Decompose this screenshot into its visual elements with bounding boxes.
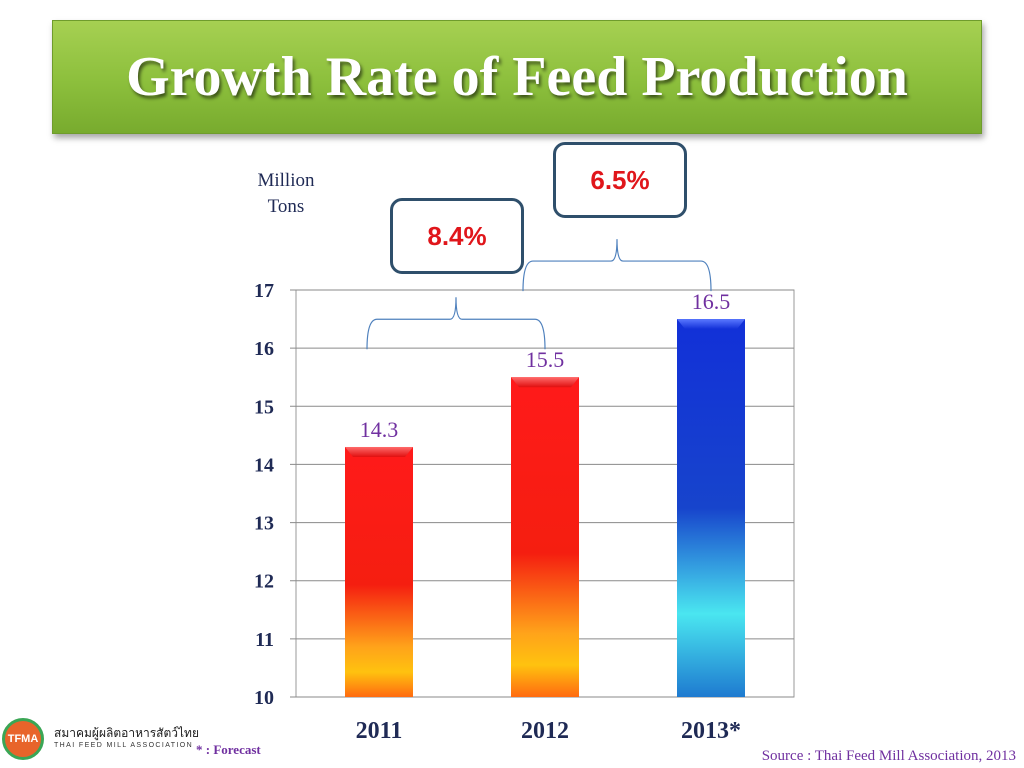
data-label: 14.3 <box>360 417 399 442</box>
y-tick-label: 16 <box>254 338 274 360</box>
forecast-footnote: * : Forecast <box>196 742 261 757</box>
x-category-label: 2012 <box>521 718 569 744</box>
tfma-logo-icon: TFMA <box>2 718 44 760</box>
y-tick-label: 11 <box>255 629 274 651</box>
bar-cap <box>345 446 413 457</box>
x-category-label: 2013* <box>681 718 741 744</box>
logo-thai-name: สมาคมผู้ผลิตอาหารสัตว์ไทย <box>54 726 199 740</box>
bar-2011 <box>345 446 413 697</box>
bar-cap <box>677 319 745 330</box>
data-label: 15.5 <box>526 347 565 372</box>
y-tick-label: 13 <box>254 513 274 535</box>
growth-rate-box-2011-2012: 8.4% <box>390 198 524 274</box>
growth-rate-box-2012-2013: 6.5% <box>553 142 687 218</box>
bar-2013 <box>677 319 745 697</box>
bar-2012 <box>511 377 579 697</box>
source-note: Source : Thai Feed Mill Association, 201… <box>761 748 1016 764</box>
y-tick-label: 10 <box>254 687 274 709</box>
title-banner: Growth Rate of Feed Production <box>52 20 982 134</box>
y-tick-label: 15 <box>254 396 274 418</box>
tfma-logo: TFMA สมาคมผู้ผลิตอาหารสัตว์ไทย THAI FEED… <box>0 716 199 766</box>
y-tick-label: 12 <box>254 571 274 593</box>
logo-english-name: THAI FEED MILL ASSOCIATION <box>54 742 194 749</box>
y-tick-label: 14 <box>254 454 274 476</box>
x-category-label: 2011 <box>356 718 403 744</box>
growth-bracket-1 <box>522 239 712 292</box>
page-title: Growth Rate of Feed Production <box>126 46 908 108</box>
unit-label-line2: Tons <box>267 196 305 217</box>
y-tick-label: 17 <box>254 280 274 302</box>
data-label: 16.5 <box>692 289 731 314</box>
bar-cap <box>511 377 579 388</box>
y-axis-unit-label: Million Tons <box>244 168 328 220</box>
growth-bracket-0 <box>366 297 546 350</box>
unit-label-line1: Million <box>257 170 315 191</box>
